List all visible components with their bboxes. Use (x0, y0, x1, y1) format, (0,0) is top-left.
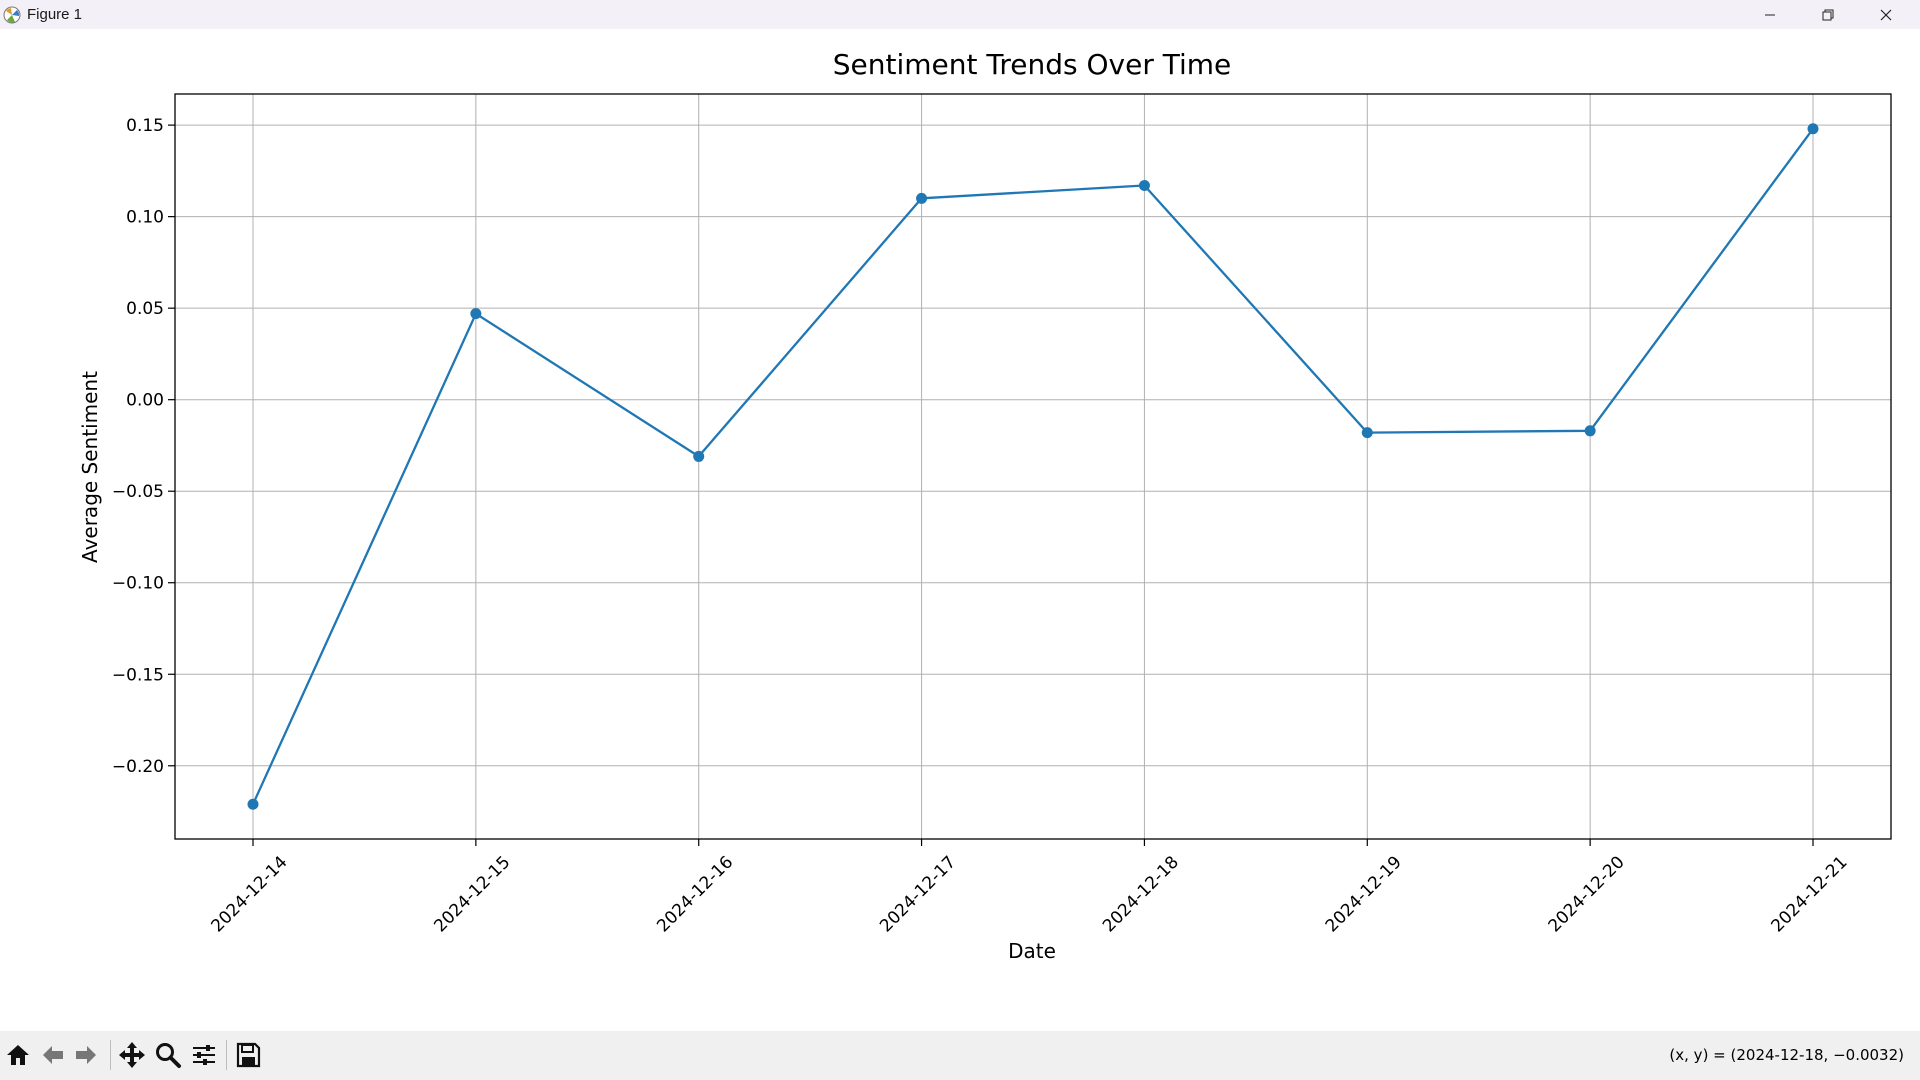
data-point (1807, 123, 1819, 135)
y-tick-label: 0.15 (126, 116, 164, 136)
close-icon (1880, 9, 1892, 20)
forward-button[interactable] (70, 1039, 102, 1071)
y-tick-label: 0.10 (126, 208, 164, 228)
x-tick-label: 2024-12-16 (653, 852, 737, 936)
configure-subplots-button[interactable] (188, 1039, 220, 1071)
x-tick-label: 2024-12-20 (1545, 852, 1629, 936)
y-tick-label: −0.20 (112, 757, 164, 777)
y-tick-label: −0.10 (112, 574, 164, 594)
x-tick-label: 2024-12-17 (876, 852, 960, 936)
data-point (1138, 180, 1150, 192)
series-polyline (251, 128, 1814, 805)
save-button[interactable] (232, 1039, 264, 1071)
zoom-button[interactable] (152, 1039, 184, 1071)
y-tick-label: 0.05 (126, 299, 164, 319)
matplotlib-icon (3, 6, 21, 24)
y-tick-label: −0.15 (112, 665, 164, 685)
figure-canvas[interactable]: 0.15 0.10 0.05 0.00 −0.05 −0.10 −0.15 −0.20 202… (0, 29, 1920, 1031)
line-chart[interactable]: 0.15 0.10 0.05 0.00 −0.05 −0.10 −0.15 −0.20 202… (0, 29, 1920, 1031)
y-axis-label: Average Sentiment (78, 371, 102, 563)
toolbar-separator (110, 1040, 111, 1070)
window-title: Figure 1 (27, 6, 83, 23)
data-point (1361, 427, 1373, 439)
configure-subplots-icon (193, 1045, 215, 1065)
pan-button[interactable] (116, 1039, 148, 1071)
navigation-toolbar: (x, y) = (2024-12-18, −0.0032) (0, 1031, 1920, 1080)
pan-icon (119, 1042, 145, 1068)
x-axis: 2024-12-14 2024-12-15 2024-12-16 2024-12-17… (208, 839, 1852, 936)
minimize-icon (1765, 14, 1775, 15)
y-axis: 0.15 0.10 0.05 0.00 −0.05 −0.10 −0.15 −0.20 (112, 116, 175, 777)
x-tick-label: 2024-12-19 (1322, 852, 1406, 936)
data-point (693, 450, 705, 462)
series-markers (247, 123, 1819, 810)
home-icon (7, 1045, 29, 1065)
cursor-coordinates: (x, y) = (2024-12-18, −0.0032) (1669, 1046, 1904, 1064)
minimize-button[interactable] (1741, 0, 1799, 29)
series-line (251, 128, 1814, 805)
close-button[interactable] (1857, 0, 1915, 29)
data-point (247, 798, 259, 810)
data-point (916, 192, 928, 204)
y-tick-label: 0.00 (126, 391, 164, 411)
restore-icon (1822, 9, 1834, 20)
back-button[interactable] (37, 1039, 69, 1071)
save-icon (236, 1042, 261, 1068)
home-button[interactable] (2, 1039, 34, 1071)
forward-icon (76, 1046, 96, 1064)
y-tick-label: −0.05 (112, 482, 164, 502)
x-tick-label: 2024-12-14 (208, 852, 292, 936)
data-point (1584, 425, 1596, 437)
zoom-icon (156, 1043, 181, 1068)
x-tick-label: 2024-12-21 (1768, 852, 1852, 936)
x-tick-label: 2024-12-15 (430, 852, 514, 936)
plot-frame (174, 93, 1892, 840)
toolbar-separator (226, 1040, 227, 1070)
title-bar: Figure 1 (0, 0, 1920, 29)
data-point (470, 308, 482, 320)
back-icon (43, 1046, 63, 1064)
chart-title: Sentiment Trends Over Time (833, 48, 1232, 81)
x-tick-label: 2024-12-18 (1099, 852, 1183, 936)
restore-button[interactable] (1799, 0, 1857, 29)
x-axis-label: Date (1008, 939, 1056, 963)
grid (175, 94, 1891, 839)
